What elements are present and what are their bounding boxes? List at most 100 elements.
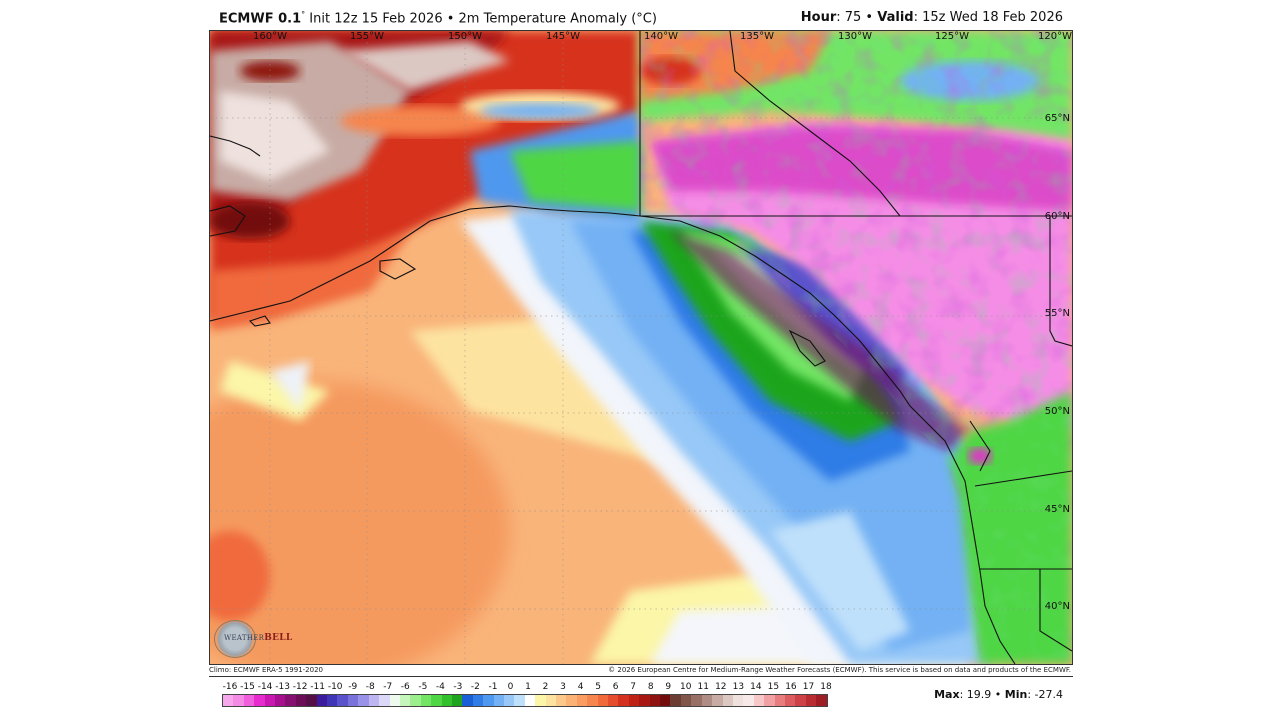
colorbar-swatch [795,695,806,706]
colorbar-swatch [556,695,567,706]
colorbar-swatch [628,695,640,706]
logo-text-bell: BELL [264,633,293,643]
colorbar-swatch [535,695,546,706]
footer-divider [209,676,1073,677]
colorbar-swatch [503,695,515,706]
colorbar-swatch [722,695,733,706]
colorbar-swatch [451,695,463,706]
colorbar-tick: -12 [292,682,308,692]
max-value: : 19.9 • [959,688,1005,701]
colorbar-swatch [285,695,296,706]
colorbar-tick: 18 [820,682,832,692]
colorbar-swatch [764,695,775,706]
colorbar-swatch [587,695,598,706]
colorbar-tick: 14 [750,682,762,692]
colorbar-tick: 3 [560,682,566,692]
colorbar-swatch [743,695,754,706]
colorbar-tick: 1 [525,682,531,692]
colorbar-tick: -16 [222,682,238,692]
colorbar-tick: -7 [383,682,393,692]
colorbar-swatch [660,695,671,706]
colorbar-swatch [431,695,442,706]
lon-label-155w: 155°W [350,31,384,42]
colorbar-tick: 0 [507,682,514,692]
colorbar-swatch [701,695,713,706]
colorbar-swatch [306,695,317,706]
colorbar-tick: 6 [612,682,619,692]
colorbar-tick: -13 [275,682,290,692]
lon-label-145w: 145°W [546,31,580,42]
colorbar-swatch [223,695,234,706]
colorbar-swatch [712,695,723,706]
colorbar-tick: 10 [680,682,692,692]
colorbar-swatch [566,695,577,706]
colorbar-tick: 4 [577,682,584,692]
colorbar-tick: -14 [257,682,273,692]
colorbar-swatch [816,695,827,706]
colorbar-tick: -3 [453,682,463,692]
colorbar-swatch [243,695,255,706]
lat-label-60n: 60°N [1044,211,1070,222]
colorbar-swatch [732,695,744,706]
colorbar-tick: 12 [715,682,727,692]
colorbar-swatch [774,695,785,706]
min-label: Min [1004,688,1028,701]
lat-label-50n: 50°N [1044,406,1070,417]
colorbar-tick: -10 [327,682,343,692]
colorbar-swatch [680,695,692,706]
colorbar-swatch [608,695,619,706]
colorbar-tick: 15 [767,682,780,692]
lat-label-65n: 65°N [1044,113,1070,124]
colorbar-tick: -2 [470,682,480,692]
colorbar-swatch [462,695,473,706]
colorbar-swatch [618,695,629,706]
lon-label-140w: 140°W [644,31,678,42]
hour-label: Hour [800,10,837,25]
colorbar-swatch [358,695,369,706]
lon-label-130w: 130°W [838,31,872,42]
colorbar-swatch [545,695,556,706]
colorbar-tick: -8 [365,682,375,692]
map-title: ECMWF 0.1° Init 12z 15 Feb 2026 • 2m Tem… [219,10,657,26]
lat-label-45n: 45°N [1044,504,1070,515]
colorbar-swatch [483,695,494,706]
degree-mark: ° [301,10,306,19]
lon-label-160w: 160°W [253,31,287,42]
colorbar-swatch [275,695,286,706]
lon-label-125w: 125°W [935,31,969,42]
hour-value: : 75 • [836,10,878,25]
colorbar-tick: 2 [542,682,549,692]
colorbar-tick: 17 [802,682,815,692]
colorbar-tick: 9 [665,682,672,692]
lon-label-135w: 135°W [740,31,774,42]
valid-label: Valid [877,10,914,25]
lon-label-150w: 150°W [448,31,482,42]
colorbar-tick: 7 [630,682,637,692]
colorbar-swatch [389,695,400,706]
valid-value: : 15z Wed 18 Feb 2026 [913,10,1063,25]
colorbar-swatch [753,695,765,706]
colorbar-swatch [264,695,276,706]
climo-note: Climo: ECMWF ERA-5 1991-2020 [209,666,323,674]
colorbar-swatch [805,695,817,706]
colorbar-tick: 16 [785,682,797,692]
valid-time: Hour: 75 • Valid: 15z Wed 18 Feb 2026 [801,10,1063,25]
colorbar-swatch [337,695,348,706]
colorbar-swatch [254,695,265,706]
colorbar-swatch [493,695,504,706]
temperature-anomaly-map: 160°W 155°W 150°W 145°W 140°W 135°W 130°… [209,30,1073,665]
logo-text-weather: WEATHER [224,634,265,642]
colorbar-swatch [514,695,525,706]
colorbar-tick: -4 [435,682,445,692]
colorbar-swatch [784,695,796,706]
colorbar-swatch [472,695,484,706]
colorbar-swatch [670,695,681,706]
colorbar-swatch [597,695,609,706]
colorbar-swatch [576,695,588,706]
copyright-note: © 2026 European Centre for Medium-Range … [608,666,1071,674]
title-description: Init 12z 15 Feb 2026 • 2m Temperature An… [305,11,657,27]
colorbar-swatch [410,695,421,706]
colorbar-swatch [347,695,359,706]
colorbar-swatch [639,695,650,706]
map-field [210,31,1072,664]
